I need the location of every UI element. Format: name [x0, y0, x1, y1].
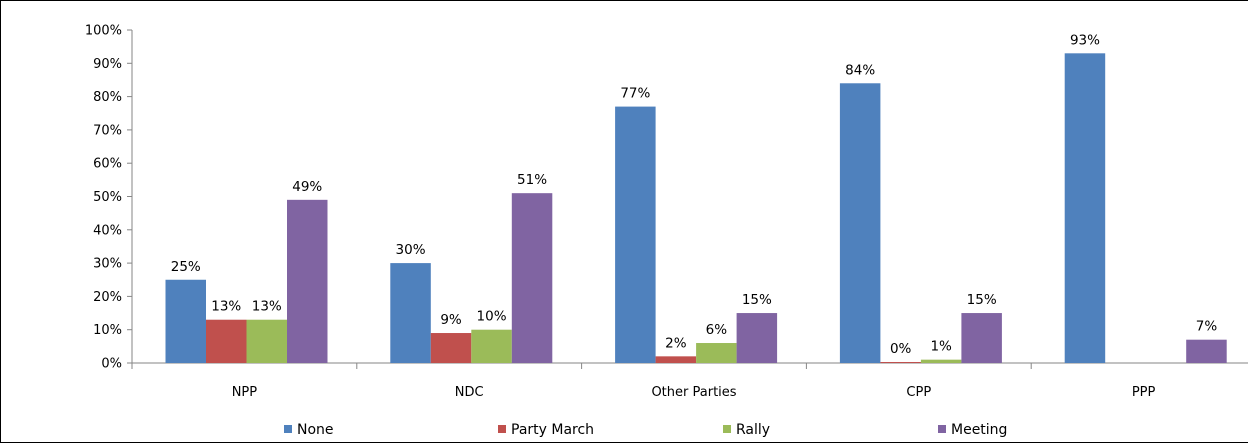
data-label: 51% — [517, 172, 547, 188]
data-label: 1% — [930, 339, 952, 355]
x-category-label: NPP — [232, 385, 258, 400]
bar — [696, 343, 737, 363]
data-label: 2% — [665, 335, 687, 351]
bar — [287, 199, 328, 363]
data-label: 13% — [211, 299, 241, 315]
y-tick-label: 100% — [85, 24, 122, 39]
legend-label: None — [297, 422, 334, 438]
legend-label: Rally — [736, 422, 770, 438]
data-label: 77% — [620, 86, 650, 102]
legend-swatch — [498, 425, 506, 433]
legend-label: Party March — [511, 422, 594, 438]
bar — [165, 279, 206, 363]
y-tick-label: 20% — [93, 290, 122, 305]
data-label: 15% — [967, 292, 997, 308]
data-label: 6% — [706, 322, 728, 338]
chart-legend: None Party March Rally Meeting — [284, 422, 1007, 438]
y-tick-label: 50% — [93, 190, 122, 205]
data-label: 15% — [742, 292, 772, 308]
y-tick-label: 0% — [101, 357, 122, 372]
bar — [430, 333, 472, 363]
y-tick-label: 10% — [93, 323, 122, 338]
bar — [511, 193, 553, 363]
y-tick-label: 70% — [93, 123, 122, 138]
x-category-label: CPP — [906, 385, 931, 400]
y-tick-label: 40% — [93, 223, 122, 238]
data-label: 0% — [890, 341, 912, 357]
bar — [1186, 339, 1227, 363]
y-tick-label: 90% — [93, 57, 122, 72]
legend-swatch — [284, 425, 292, 433]
data-label: 84% — [845, 62, 875, 78]
bar — [736, 313, 778, 363]
bar — [471, 329, 512, 363]
bar — [655, 356, 697, 363]
bar — [206, 319, 247, 363]
y-tick-label: 30% — [93, 257, 122, 272]
data-label: 93% — [1070, 32, 1100, 48]
chart-axes: 0% 10% 20% 30% 40% 50% 60% 70% 80% 90% 100% NPP NDC O… — [85, 24, 1248, 400]
bar — [961, 313, 1002, 363]
legend-swatch — [723, 425, 731, 433]
legend-label: Meeting — [951, 422, 1007, 438]
bar — [920, 359, 962, 363]
x-category-label: NDC — [455, 385, 484, 400]
bar — [1064, 53, 1106, 364]
data-label: 13% — [252, 299, 282, 315]
data-label: 7% — [1196, 319, 1218, 335]
data-label: 49% — [292, 179, 322, 195]
bar — [390, 263, 431, 363]
legend-swatch — [938, 425, 946, 433]
chart-data-labels: 25% 30% 77% 84% 93% 13% 9% 2% 0% 13% 10% 6% 1% 49% 51%… — [171, 32, 1218, 357]
data-label: 9% — [440, 312, 462, 328]
data-label: 25% — [171, 259, 201, 275]
bar — [615, 106, 656, 363]
x-category-label: PPP — [1132, 385, 1156, 400]
bar — [839, 83, 881, 363]
y-tick-label: 60% — [93, 157, 122, 172]
chart-bars — [165, 53, 1227, 364]
y-tick-label: 80% — [93, 90, 122, 105]
bar — [246, 319, 287, 363]
x-category-label: Other Parties — [651, 385, 736, 400]
data-label: 10% — [477, 309, 507, 325]
data-label: 30% — [396, 242, 426, 258]
bar — [880, 362, 921, 363]
